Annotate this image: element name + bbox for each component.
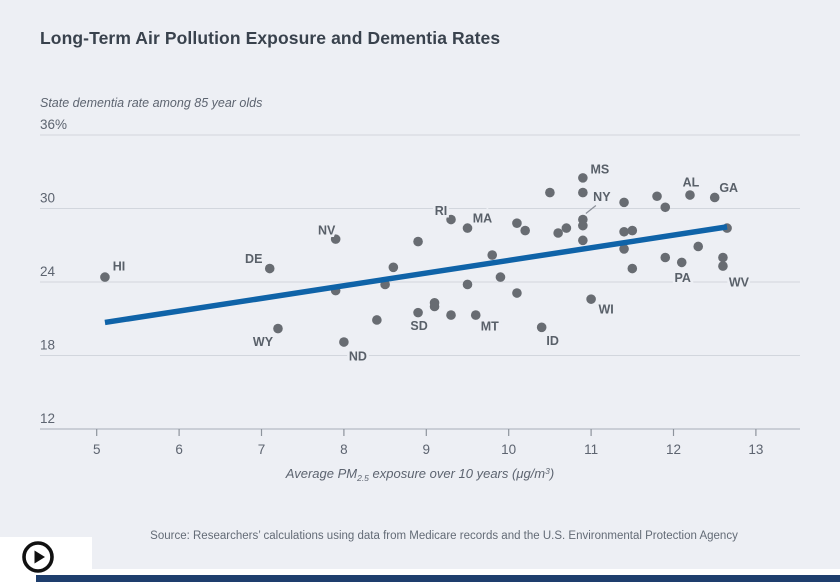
callout-line-NY xyxy=(585,205,597,214)
state-label-ID: ID xyxy=(546,334,559,348)
y-tick-label-30: 30 xyxy=(40,191,55,206)
state-label-WI: WI xyxy=(598,303,613,317)
point-WY xyxy=(273,323,283,334)
y-tick-label-18: 18 xyxy=(40,338,55,353)
state-label-DE: DE xyxy=(245,252,262,266)
x-title-sub: 2.5 xyxy=(357,473,369,483)
data-point xyxy=(413,236,423,247)
data-point xyxy=(446,310,456,320)
figure-title: Long-Term Air Pollution Exposure and Dem… xyxy=(40,28,501,48)
x-tick-label-11: 11 xyxy=(584,442,598,457)
state-label-SD: SD xyxy=(410,319,427,333)
state-label-ND: ND xyxy=(349,350,367,364)
x-tick-label-7: 7 xyxy=(258,442,266,457)
point-HI xyxy=(100,272,110,282)
data-point xyxy=(545,187,555,198)
point-MT xyxy=(470,310,481,320)
state-label-NY: NY xyxy=(593,190,611,204)
point-PA xyxy=(676,257,687,268)
data-point xyxy=(429,298,440,308)
x-tick-label-10: 10 xyxy=(501,442,516,457)
x-title-sup: 3 xyxy=(545,466,550,476)
data-point xyxy=(619,244,629,254)
trend-line xyxy=(104,224,728,326)
state-label-WY: WY xyxy=(253,335,274,349)
data-point xyxy=(660,252,671,263)
data-point xyxy=(495,272,506,282)
data-point xyxy=(512,288,522,298)
state-label-MA: MA xyxy=(473,212,492,226)
point-GA xyxy=(709,192,720,203)
point-WV xyxy=(718,261,728,271)
state-label-HI: HI xyxy=(113,260,126,274)
point-MA xyxy=(462,223,473,233)
y-tick-label-24: 24 xyxy=(40,264,56,279)
y-tick-label-12: 12 xyxy=(40,411,55,426)
play-icon xyxy=(22,541,54,573)
state-label-GA: GA xyxy=(719,181,738,195)
data-point xyxy=(627,263,638,274)
x-tick-label-13: 13 xyxy=(748,442,763,457)
point-ID xyxy=(536,322,547,333)
point-SD xyxy=(413,307,423,318)
x-title-mid: exposure over 10 years (μg/m xyxy=(368,466,546,481)
point-ND xyxy=(339,337,349,347)
play-button[interactable] xyxy=(21,540,55,574)
state-label-WV: WV xyxy=(729,276,750,290)
point-MS xyxy=(578,173,588,183)
data-point xyxy=(652,191,662,202)
data-point xyxy=(388,262,399,273)
x-tick-label-8: 8 xyxy=(340,442,348,457)
point-WI xyxy=(586,294,596,304)
data-point xyxy=(578,187,588,198)
x-tick-label-5: 5 xyxy=(93,442,101,457)
state-label-RI: RI xyxy=(435,204,448,218)
data-point xyxy=(553,228,563,238)
scatter-chart: 36% 30 24 18 12 5 6 7 8 9 10 11 12 13 HI DE NV WY ND SD RI MA… xyxy=(40,117,800,457)
state-label-PA: PA xyxy=(675,271,691,285)
x-tick-label-6: 6 xyxy=(175,442,183,457)
x-tick-label-12: 12 xyxy=(666,442,681,457)
state-label-MS: MS xyxy=(590,162,609,176)
data-point xyxy=(619,197,629,208)
data-point xyxy=(512,218,522,228)
x-tick-label-9: 9 xyxy=(423,442,431,457)
data-point xyxy=(520,225,530,236)
data-point xyxy=(578,235,588,246)
data-point xyxy=(462,279,473,290)
data-point xyxy=(627,225,638,236)
point-DE xyxy=(264,263,275,274)
state-label-NV: NV xyxy=(318,224,336,238)
y-axis-note: State dementia rate among 85 year olds xyxy=(40,96,263,110)
point-AL xyxy=(685,190,695,200)
point-NV xyxy=(330,234,341,244)
footer-navy-bar xyxy=(36,575,840,582)
data-point xyxy=(578,220,588,231)
point-RI xyxy=(446,214,456,225)
data-point xyxy=(660,202,671,213)
x-title-pre: Average PM xyxy=(285,466,358,481)
y-tick-label-36: 36% xyxy=(40,117,67,132)
x-title-post: ) xyxy=(549,466,555,481)
data-point xyxy=(372,315,382,325)
data-point xyxy=(561,223,572,233)
source-note: Source: Researchers’ calculations using … xyxy=(150,530,738,542)
state-label-MT: MT xyxy=(481,320,499,334)
data-point xyxy=(693,241,704,252)
x-axis-title: Average PM2.5 exposure over 10 years (μg… xyxy=(40,466,800,483)
data-point xyxy=(619,226,629,237)
data-point xyxy=(487,250,498,260)
state-label-AL: AL xyxy=(683,176,700,190)
data-point xyxy=(718,252,728,263)
